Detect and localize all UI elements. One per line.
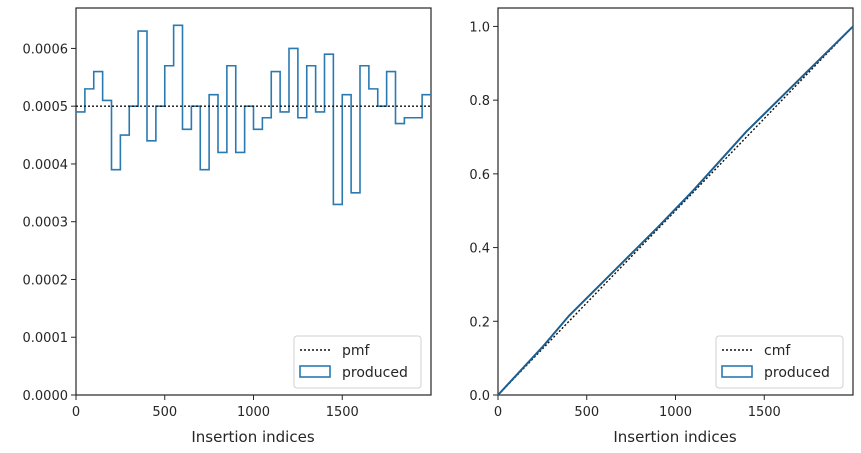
right-y-tick-label: 0.6 <box>469 168 490 183</box>
right-legend: cmf produced <box>715 335 844 389</box>
right-y-tick-label: 0.2 <box>469 315 490 330</box>
right-y-tick-label: 0.4 <box>469 242 490 257</box>
left-y-tick-label: 0.0001 <box>23 331 69 346</box>
left-legend-box <box>293 335 422 389</box>
right-y-tick-label: 0.0 <box>469 389 490 404</box>
legend-pmf-label: pmf <box>342 343 371 359</box>
right-y-tick-label: 1.0 <box>469 20 490 35</box>
left-x-tick-label: 1000 <box>237 405 270 420</box>
left-x-tick-label: 1500 <box>326 405 359 420</box>
right-panel-cmf: 0.0 0.2 0.4 0.6 0.8 1.0 0 500 1000 1500 Insertio… <box>469 7 854 446</box>
legend-produced-label-right: produced <box>764 365 830 381</box>
right-x-tick-label: 0 <box>494 405 502 420</box>
right-x-axis-label: Insertion indices <box>613 428 736 446</box>
right-y-tick-label: 0.8 <box>469 94 490 109</box>
right-legend-box <box>715 335 844 389</box>
produced-histogram-step <box>76 24 431 206</box>
left-x-tick-label: 0 <box>72 405 80 420</box>
left-y-ticks: 0.0000 0.0001 0.0002 0.0003 0.0004 0.0005 0.00… <box>23 42 76 404</box>
left-x-ticks: 0 500 1000 1500 <box>72 395 359 420</box>
left-y-tick-label: 0.0005 <box>23 100 69 115</box>
legend-cmf-label: cmf <box>764 343 791 359</box>
left-y-tick-label: 0.0004 <box>23 158 69 173</box>
left-panel-pmf: 0.0000 0.0001 0.0002 0.0003 0.0004 0.0005 0.00… <box>23 7 432 446</box>
left-y-tick-label: 0.0006 <box>23 42 69 57</box>
right-y-ticks: 0.0 0.2 0.4 0.6 0.8 1.0 <box>469 20 498 404</box>
left-y-tick-label: 0.0000 <box>23 389 69 404</box>
left-x-axis-label: Insertion indices <box>191 428 314 446</box>
right-x-ticks: 0 500 1000 1500 <box>494 395 781 420</box>
left-y-tick-label: 0.0002 <box>23 273 69 288</box>
legend-produced-swatch-right <box>721 365 753 378</box>
produced-cumulative-line <box>497 25 854 396</box>
right-x-tick-label: 1000 <box>659 405 692 420</box>
legend-produced-label: produced <box>342 365 408 381</box>
left-legend: pmf produced <box>293 335 422 389</box>
left-y-tick-label: 0.0003 <box>23 216 69 231</box>
right-x-tick-label: 500 <box>574 405 599 420</box>
left-x-tick-label: 500 <box>152 405 177 420</box>
right-x-tick-label: 1500 <box>748 405 781 420</box>
cmf-reference-line <box>497 25 854 396</box>
legend-produced-swatch <box>299 365 331 378</box>
